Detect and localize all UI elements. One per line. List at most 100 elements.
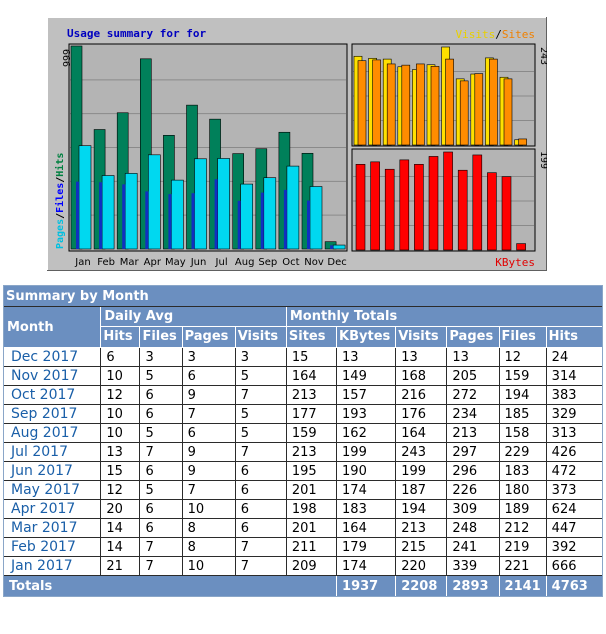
month-link[interactable]: Dec 2017 <box>4 348 102 367</box>
bar-kbytes-may <box>414 164 424 251</box>
monthly-col-header: KBytes <box>337 326 397 348</box>
daily-col-header: Files <box>140 326 183 348</box>
daily-visits-cell: 5 <box>235 367 287 386</box>
month-label: Sep <box>258 257 277 268</box>
monthly-kbytes-cell: 190 <box>337 462 397 481</box>
monthly-hits-cell: 624 <box>546 500 602 519</box>
daily-visits-cell: 5 <box>235 424 287 443</box>
totals-kbytes: 1937 <box>337 576 397 596</box>
daily-visits-cell: 7 <box>235 443 287 462</box>
bar-sites-jan <box>357 60 367 146</box>
daily-visits-cell: 6 <box>235 500 287 519</box>
daily-files-cell: 5 <box>140 481 183 500</box>
bar-kbytes-jan <box>355 164 366 251</box>
month-link[interactable]: Aug 2017 <box>4 424 102 443</box>
table-title: Summary by Month <box>4 286 602 307</box>
daily-files-cell: 6 <box>140 500 183 519</box>
bar-files-oct <box>283 189 287 249</box>
daily-hits-cell: 15 <box>101 462 141 481</box>
bar-kbytes-sep <box>472 154 483 251</box>
daily-files-cell: 7 <box>140 443 183 462</box>
left-legend-part: / <box>55 177 66 183</box>
totals-pages: 2893 <box>447 576 500 596</box>
monthly-col-header: Pages <box>447 326 500 348</box>
monthly-col-header: Sites <box>286 326 338 348</box>
totals-visits: 2208 <box>396 576 448 596</box>
usage-chart-svg: Usage summary for for Jan Feb Mar Apr May Jun… <box>47 17 547 271</box>
bar-files-aug <box>237 200 241 249</box>
monthly-hits-cell: 447 <box>546 519 602 538</box>
daily-visits-cell: 7 <box>235 557 287 576</box>
bar-kbytes-jun <box>428 156 439 251</box>
bottom-right-bars <box>355 151 526 251</box>
monthly-pages-cell: 205 <box>447 367 500 386</box>
month-link[interactable]: Mar 2017 <box>4 519 102 538</box>
monthly-visits-cell: 216 <box>396 386 448 405</box>
bar-files-jul <box>214 179 218 249</box>
daily-col-header: Pages <box>182 326 236 348</box>
daily-col-header: Hits <box>101 326 141 348</box>
bar-pages-aug <box>240 183 253 250</box>
daily-files-cell: 6 <box>140 519 183 538</box>
bar-kbytes-nov <box>501 176 512 251</box>
monthly-visits-cell: 168 <box>396 367 448 386</box>
table-row: Mar 2017 14 6 8 6 201 164 213 248 212 447 <box>4 519 602 538</box>
monthly-kbytes-cell: 162 <box>337 424 397 443</box>
left-legend-part: Files <box>54 183 66 213</box>
daily-files-cell: 6 <box>140 462 183 481</box>
month-column-header: Month <box>4 307 102 348</box>
daily-col-header: Visits <box>235 326 287 348</box>
top-right-legend-part: Sites <box>502 28 535 41</box>
monthly-sites-cell: 164 <box>286 367 338 386</box>
bar-files-mar <box>122 184 126 249</box>
month-link[interactable]: Jun 2017 <box>4 462 102 481</box>
monthly-kbytes-cell: 179 <box>337 538 397 557</box>
daily-hits-cell: 12 <box>101 481 141 500</box>
monthly-hits-cell: 313 <box>546 424 602 443</box>
month-link[interactable]: May 2017 <box>4 481 102 500</box>
totals-row: Totals 1937 2208 2893 2141 4763 <box>4 576 602 596</box>
monthly-pages-cell: 241 <box>447 538 500 557</box>
monthly-totals-header: Monthly Totals <box>286 307 602 327</box>
table-row: Feb 2017 14 7 8 7 211 179 215 241 219 392 <box>4 538 602 557</box>
left-bars <box>70 45 346 250</box>
daily-pages-cell: 9 <box>182 462 236 481</box>
month-label: Nov <box>304 257 324 268</box>
monthly-kbytes-cell: 13 <box>337 348 397 367</box>
table-row: Jun 2017 15 6 9 6 195 190 199 296 183 472 <box>4 462 602 481</box>
monthly-hits-cell: 472 <box>546 462 602 481</box>
bar-pages-jun <box>194 158 207 250</box>
monthly-hits-cell: 314 <box>546 367 602 386</box>
monthly-hits-cell: 383 <box>546 386 602 405</box>
month-link[interactable]: Jul 2017 <box>4 443 102 462</box>
daily-visits-cell: 6 <box>235 481 287 500</box>
month-link[interactable]: Nov 2017 <box>4 367 102 386</box>
daily-visits-cell: 3 <box>235 348 287 367</box>
bar-pages-nov <box>309 186 323 250</box>
month-label: Aug <box>235 257 255 268</box>
month-link[interactable]: Sep 2017 <box>4 405 102 424</box>
monthly-hits-cell: 329 <box>546 405 602 424</box>
monthly-hits-cell: 24 <box>546 348 602 367</box>
monthly-files-cell: 185 <box>499 405 547 424</box>
bar-pages-may <box>171 179 184 250</box>
daily-visits-cell: 5 <box>235 405 287 424</box>
monthly-visits-cell: 199 <box>396 462 448 481</box>
month-link[interactable]: Feb 2017 <box>4 538 102 557</box>
daily-hits-cell: 14 <box>101 538 141 557</box>
monthly-hits-cell: 426 <box>546 443 602 462</box>
month-label: Jun <box>190 257 207 268</box>
month-link[interactable]: Oct 2017 <box>4 386 102 405</box>
bar-files-jun <box>191 193 195 249</box>
top-right-ymax-label: 243 <box>538 47 547 65</box>
month-link[interactable]: Jan 2017 <box>4 557 102 576</box>
monthly-files-cell: 189 <box>499 500 547 519</box>
monthly-kbytes-cell: 193 <box>337 405 397 424</box>
monthly-visits-cell: 187 <box>396 481 448 500</box>
daily-pages-cell: 6 <box>182 367 236 386</box>
month-link[interactable]: Apr 2017 <box>4 500 102 519</box>
bar-sites-jul <box>445 58 454 146</box>
daily-files-cell: 3 <box>140 348 183 367</box>
monthly-visits-cell: 220 <box>396 557 448 576</box>
left-legend: Pages/Files/Hits <box>54 153 66 249</box>
